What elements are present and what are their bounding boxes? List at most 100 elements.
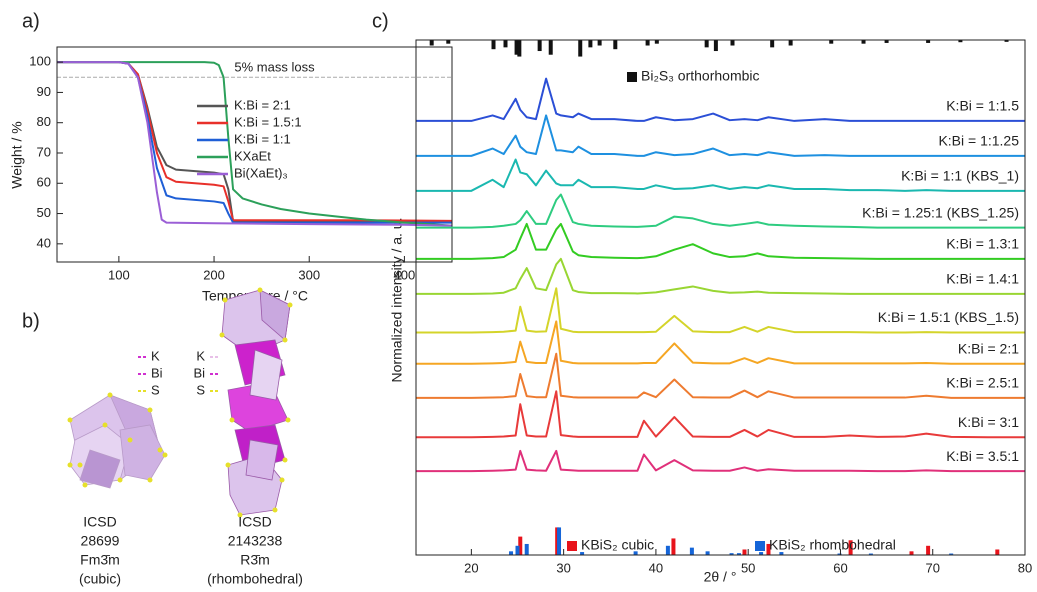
series-label: K:Bi = 1:1.25 — [938, 133, 1019, 149]
series-label: K:Bi = 1.25:1 (KBS_1.25) — [862, 204, 1019, 220]
structure-label: (cubic) — [79, 571, 121, 587]
structure-label: 2143238 — [228, 533, 283, 549]
reference-stick — [588, 40, 593, 48]
legend-swatch — [567, 541, 577, 551]
reference-stick — [949, 553, 954, 555]
x-tick-label: 200 — [203, 267, 225, 282]
x-tick-label: 20 — [464, 560, 478, 575]
series-label: K:Bi = 1.3:1 — [946, 236, 1019, 252]
series-label: K:Bi = 1.4:1 — [946, 271, 1019, 287]
structure-label: ICSD — [238, 514, 271, 530]
reference-stick — [788, 40, 793, 46]
reference-stick — [1004, 40, 1009, 42]
series-label: K:Bi = 2.5:1 — [946, 375, 1019, 391]
x-axis-title: 2θ / ° — [704, 569, 737, 585]
legend-swatch — [627, 72, 637, 82]
reference-stick — [779, 552, 784, 555]
reference-stick — [736, 553, 741, 555]
reference-stick — [597, 40, 602, 46]
reference-stick — [837, 553, 842, 555]
reference-stick — [671, 538, 676, 555]
reference-stick — [766, 543, 771, 555]
panel-label: b) — [22, 310, 40, 332]
reference-stick — [578, 40, 583, 57]
y-tick-label: 80 — [37, 114, 51, 129]
reference-stick — [665, 545, 670, 555]
series-label: K:Bi = 1.5:1 (KBS_1.5) — [878, 309, 1019, 325]
reference-stick — [829, 40, 834, 44]
reference-stick — [645, 40, 650, 46]
series-line — [416, 287, 1025, 334]
plot-frame — [415, 39, 1026, 556]
reference-stick — [704, 40, 709, 48]
reference-stick — [580, 552, 585, 555]
reference-stick — [884, 40, 889, 43]
series-line — [416, 352, 1025, 399]
reference-stick — [557, 527, 562, 555]
y-tick-label: 40 — [37, 235, 51, 250]
series-line — [416, 320, 1025, 365]
series-line — [416, 193, 1025, 229]
x-tick-label: 80 — [1018, 560, 1032, 575]
reference-stick — [705, 551, 710, 555]
reference-stick — [868, 553, 873, 555]
x-tick-label: 60 — [833, 560, 847, 575]
series-line — [57, 61, 452, 222]
panel-label: c) — [372, 10, 389, 32]
reference-stick — [770, 40, 775, 48]
series-line — [416, 114, 1025, 157]
legend-label: K:Bi = 2:1 — [234, 97, 291, 112]
threshold-label: 5% mass loss — [234, 60, 315, 75]
reference-stick — [759, 552, 764, 555]
legend-label: S — [196, 382, 205, 397]
legend-label: Bi(XaEt)₃ — [234, 165, 288, 180]
reference-stick — [926, 545, 931, 555]
legend-label: KBiS₂ rhombohedral — [769, 537, 896, 553]
y-axis-title: Weight / % — [9, 121, 25, 188]
series-line — [416, 390, 1025, 439]
structure-label: R3̄m — [240, 552, 270, 568]
series-label: K:Bi = 3.5:1 — [946, 448, 1019, 464]
reference-stick — [446, 40, 451, 44]
reference-stick — [517, 40, 522, 57]
legend-label: KXaEt — [234, 148, 271, 163]
reference-stick — [730, 40, 735, 46]
reference-stick — [713, 40, 718, 52]
y-tick-label: 70 — [37, 144, 51, 159]
legend-label: Bi — [151, 365, 163, 380]
cubic-structure — [67, 392, 168, 489]
legend-label: Bi₂S₃ orthorhombic — [641, 68, 760, 84]
structure-label: Fm3̄m — [80, 552, 120, 568]
series-line — [57, 61, 452, 227]
reference-stick — [742, 549, 747, 555]
series-line — [416, 257, 1025, 295]
legend-label: K:Bi = 1:1 — [234, 131, 291, 146]
x-tick-label: 30 — [556, 560, 570, 575]
legend-swatch — [755, 541, 765, 551]
x-tick-label: 400 — [394, 267, 416, 282]
reference-stick — [958, 40, 963, 43]
x-tick-label: 50 — [741, 560, 755, 575]
series-label: K:Bi = 1:1 (KBS_1) — [901, 168, 1019, 184]
reference-stick — [503, 40, 508, 48]
legend-label: K — [196, 348, 205, 363]
rhombohedral-structure — [219, 287, 293, 518]
reference-stick — [491, 40, 496, 50]
reference-stick — [995, 549, 1000, 555]
series-line — [57, 61, 452, 227]
reference-stick — [633, 551, 638, 555]
x-tick-label: 70 — [925, 560, 939, 575]
y-axis-title: Normalized intensity / a. u. — [389, 218, 405, 383]
y-tick-label: 90 — [37, 84, 51, 99]
reference-stick — [689, 547, 694, 555]
reference-stick — [729, 553, 734, 555]
legend-label: K — [151, 348, 160, 363]
x-tick-label: 40 — [649, 560, 663, 575]
series-label: K:Bi = 1:1.5 — [946, 98, 1019, 114]
series-line — [416, 77, 1025, 122]
plot-area — [416, 40, 1025, 555]
reference-stick — [926, 40, 931, 43]
y-tick-label: 50 — [37, 205, 51, 220]
reference-stick — [848, 540, 853, 555]
